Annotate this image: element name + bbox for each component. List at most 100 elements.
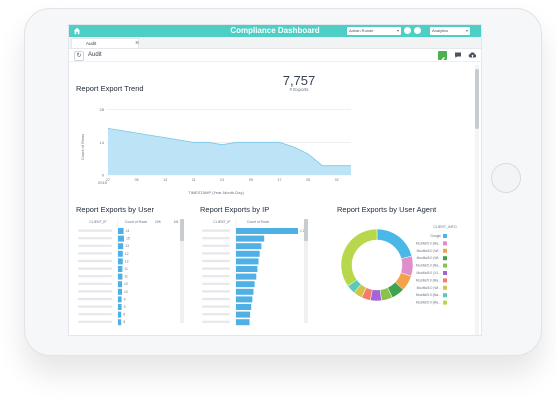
home-icon[interactable] <box>73 27 81 35</box>
x-tick-label: 25 <box>306 178 310 182</box>
value-label: 1.1K <box>300 229 308 233</box>
cloud-upload-icon[interactable] <box>468 51 477 59</box>
bar <box>236 288 254 295</box>
x-tick-label: 13 <box>163 178 167 182</box>
chat-icon[interactable] <box>454 51 462 59</box>
kpi-label: # Exports <box>289 87 309 92</box>
chevron-down-icon: ▾ <box>396 28 399 33</box>
column-header: CLIENT_IP <box>213 220 231 224</box>
bar <box>236 243 262 250</box>
bar <box>118 228 124 234</box>
column-header: Count of Rows <box>125 220 148 224</box>
bar <box>118 288 122 295</box>
category-label-placeholder <box>202 244 230 247</box>
bar <box>118 250 123 257</box>
x-tick-label: 21 <box>192 178 196 182</box>
category-label-placeholder <box>78 252 112 255</box>
bar <box>118 311 122 318</box>
legend-swatch <box>443 293 447 298</box>
bar <box>236 235 265 242</box>
legend-swatch <box>443 241 447 246</box>
legend-title: CLIENT_INFO <box>433 225 457 229</box>
category-label-placeholder <box>78 267 112 270</box>
category-label-placeholder <box>202 290 230 293</box>
legend-label: Mozilla/5.0 (Ma... <box>416 301 441 305</box>
legend-label: Google <box>430 234 441 238</box>
pie-slice <box>376 228 413 260</box>
legend-label: Mozilla/5.0 (Ma... <box>416 241 441 245</box>
bar <box>236 281 255 288</box>
legend-swatch <box>443 263 447 268</box>
help-icon[interactable] <box>414 27 421 34</box>
kpi-value: 7,757 <box>282 73 316 88</box>
category-label-placeholder <box>78 275 112 278</box>
legend-swatch <box>443 271 447 275</box>
value-label: 10 <box>124 282 128 286</box>
legend-label: Mozilla/5.0 (Wi... <box>417 249 441 253</box>
category-label-placeholder <box>202 305 230 308</box>
app-switcher[interactable]: Analytics ▾ <box>430 27 470 35</box>
tab-bar: Audit × <box>69 37 481 49</box>
y-tick-label: 14 <box>100 140 105 145</box>
category-label-placeholder <box>202 313 230 316</box>
y-axis-label: Count of Rows <box>80 134 85 160</box>
x-tick-label: 27 <box>106 178 110 182</box>
series-line <box>107 127 351 167</box>
user-menu[interactable]: Adrian Runde ▾ <box>347 27 401 35</box>
legend-label: Mozilla/5.0 (Wi... <box>417 256 441 260</box>
x-tick-label: 09 <box>249 178 253 182</box>
bar <box>118 266 123 272</box>
value-label: 12 <box>125 252 129 256</box>
legend-label: Mozilla/5.0 (Ma... <box>416 293 441 297</box>
category-label-placeholder <box>202 267 230 270</box>
pencil-icon <box>440 57 445 62</box>
category-label-placeholder <box>202 275 230 278</box>
refresh-button[interactable]: ↻ <box>74 51 84 61</box>
settings-icon[interactable] <box>404 27 411 34</box>
tablet-home-button[interactable] <box>491 163 521 193</box>
bar <box>236 319 250 326</box>
value-label: 9 <box>124 305 126 309</box>
scrollbar-thumb[interactable] <box>475 69 479 129</box>
value-label: 8 <box>123 320 125 324</box>
page-title: Audit <box>88 52 102 58</box>
legend-label: Mozilla/5.0 (Wi... <box>417 286 441 290</box>
report-exports-by-ip-chart: CLIENT_IP Count of Rows 1.1K <box>202 219 308 326</box>
x-tick-label: 02 <box>335 178 339 182</box>
tab-audit[interactable]: Audit × <box>71 38 139 48</box>
user-agent-chart-title: Report Exports by User Agent <box>337 205 437 214</box>
category-label-placeholder <box>78 297 112 301</box>
close-icon[interactable]: × <box>135 40 140 47</box>
y-tick-label: 28 <box>100 107 105 112</box>
category-label-placeholder <box>78 282 112 285</box>
category-label-placeholder <box>78 244 112 247</box>
area-fill <box>108 128 351 175</box>
bar <box>236 258 259 265</box>
value-label: 8 <box>123 313 125 317</box>
dashboard-screen: Compliance Dashboard Adrian Runde ▾ Anal… <box>68 24 482 336</box>
scrollbar-track[interactable] <box>475 65 479 335</box>
x-axis-year-label: 2015 <box>98 180 108 185</box>
legend-swatch <box>443 278 447 283</box>
legend-swatch <box>443 248 447 253</box>
scrollbar-thumb <box>180 219 184 241</box>
column-header: CLIENT_IP <box>89 220 107 224</box>
bar <box>236 266 258 272</box>
chevron-down-icon: ▾ <box>465 28 468 33</box>
legend-swatch <box>443 234 447 238</box>
legend-swatch <box>443 285 447 290</box>
category-label-placeholder <box>78 305 112 308</box>
x-tick-label: 05 <box>135 178 139 182</box>
ip-chart-title: Report Exports by IP <box>200 205 270 214</box>
bar <box>236 250 260 257</box>
edit-button[interactable] <box>438 51 447 62</box>
category-label-placeholder <box>202 282 230 285</box>
category-label-placeholder <box>202 320 230 323</box>
value-label: 11 <box>124 275 128 279</box>
value-label: 15 <box>126 237 130 241</box>
y-tick-label: 0 <box>102 173 105 178</box>
dashboard-title: Compliance Dashboard <box>230 26 320 35</box>
x-axis-label: TIMESTAMP (Year-Month-Day) <box>188 190 244 195</box>
legend-label: Mozilla/5.0 (Ma... <box>416 278 441 282</box>
category-label-placeholder <box>202 229 230 232</box>
